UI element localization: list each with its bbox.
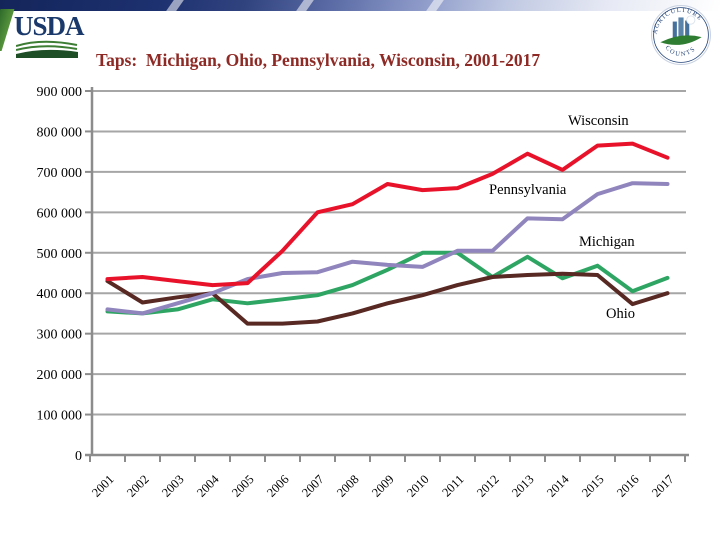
- x-axis-label: 2014: [544, 472, 572, 500]
- series-label-wisconsin: Wisconsin: [568, 113, 629, 129]
- series-label-michigan: Michigan: [579, 234, 635, 250]
- x-axis-label: 2009: [369, 472, 397, 500]
- y-axis-label: 700 000: [37, 166, 83, 181]
- y-axis-label: 900 000: [37, 85, 83, 100]
- x-axis-label: 2011: [439, 472, 466, 499]
- series-label-pennsylvania: Pennsylvania: [489, 182, 567, 198]
- x-axis-label: 2002: [124, 472, 152, 500]
- usda-swoosh-icon: [16, 40, 78, 58]
- nass-agriculture-counts-logo: AGRICULTURE COUNTS: [651, 5, 711, 65]
- y-axis-label: 300 000: [37, 328, 83, 343]
- x-axis-label: 2007: [299, 472, 327, 500]
- x-axis-label: 2015: [579, 472, 607, 500]
- y-axis-label: 500 000: [37, 247, 83, 262]
- x-axis-label: 2001: [89, 472, 117, 500]
- page-title: Taps: Michigan, Ohio, Pennsylvania, Wisc…: [96, 50, 541, 70]
- series-line-pennsylvania: [105, 181, 670, 316]
- y-axis-label: 800 000: [37, 125, 83, 140]
- x-axis-label: 2017: [649, 472, 677, 500]
- series-line-wisconsin: [105, 141, 670, 288]
- y-axis-label: 200 000: [37, 368, 83, 383]
- usda-logo-text: USDA: [14, 11, 85, 41]
- x-axis-label: 2006: [264, 472, 292, 500]
- nass-leaf-icon: [660, 35, 702, 45]
- usda-logo: USDA: [14, 13, 98, 61]
- y-axis-label: 600 000: [37, 206, 83, 221]
- x-axis-label: 2013: [509, 472, 537, 500]
- x-axis-label: 2012: [474, 472, 502, 500]
- x-axis-label: 2016: [614, 472, 642, 500]
- top-banner: [0, 0, 720, 11]
- x-axis-label: 2005: [229, 472, 257, 500]
- series-label-ohio: Ohio: [606, 306, 635, 322]
- y-axis-label: 0: [75, 449, 82, 464]
- x-axis-label: 2010: [404, 472, 432, 500]
- y-axis-label: 400 000: [37, 287, 83, 302]
- x-axis-label: 2004: [194, 472, 222, 500]
- nass-buildings-icon: [672, 15, 696, 40]
- x-axis-label: 2008: [334, 472, 362, 500]
- y-axis-label: 100 000: [37, 409, 83, 424]
- x-axis-label: 2003: [159, 472, 187, 500]
